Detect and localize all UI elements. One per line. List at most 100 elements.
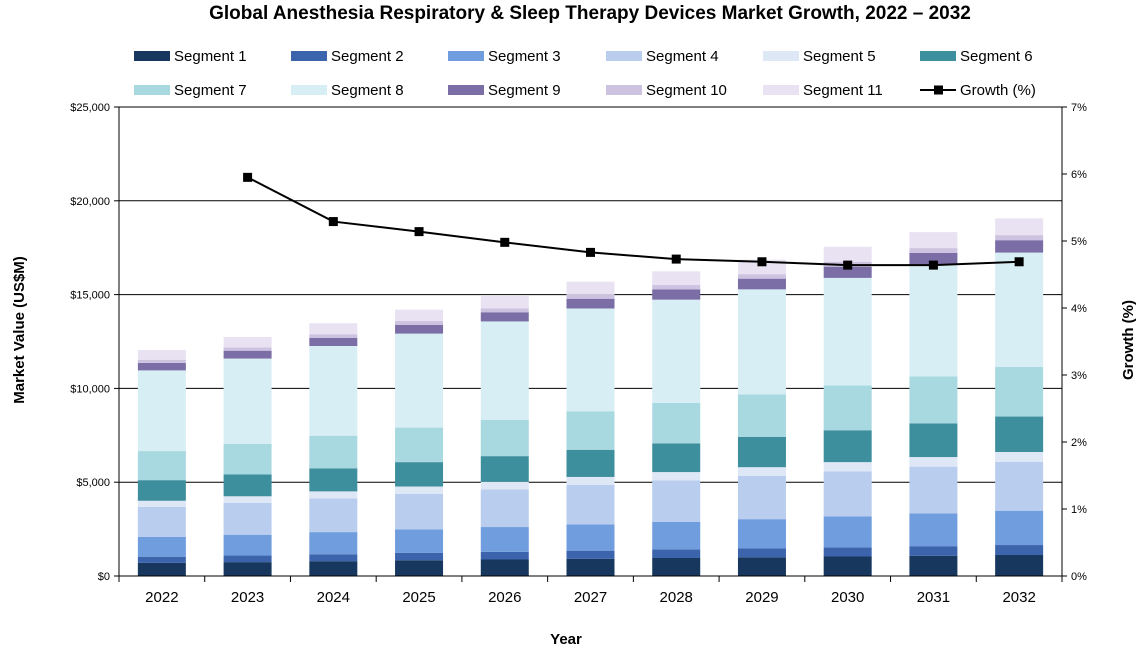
bar-segment xyxy=(995,545,1044,555)
legend-swatch xyxy=(134,51,170,61)
bar-segment xyxy=(737,519,786,549)
y2-tick-label: 1% xyxy=(1071,504,1087,516)
chart-title: Global Anesthesia Respiratory & Sleep Th… xyxy=(209,3,971,24)
bar-segment xyxy=(395,486,444,494)
bar-segment xyxy=(480,312,529,322)
bar-segment xyxy=(309,554,358,562)
bar-segment xyxy=(395,462,444,487)
legend-label: Segment 2 xyxy=(331,48,404,65)
bar-segment xyxy=(137,536,186,557)
legend-label: Segment 7 xyxy=(174,82,247,99)
x-tick-label: 2026 xyxy=(488,589,521,606)
growth-marker xyxy=(414,227,424,237)
bar-segment xyxy=(137,556,186,563)
bar-segment xyxy=(309,498,358,533)
growth-marker xyxy=(586,247,595,257)
x-tick-label: 2028 xyxy=(660,589,693,606)
bar-segment xyxy=(652,299,701,403)
bar-segment xyxy=(823,430,872,463)
bar-segment xyxy=(137,359,186,363)
legend-swatch xyxy=(448,51,484,61)
legend-swatch xyxy=(763,85,799,95)
bar-segment xyxy=(223,474,272,497)
bar-segment xyxy=(995,461,1044,511)
growth-marker xyxy=(1014,257,1024,267)
bar-segment xyxy=(566,294,615,299)
growth-marker xyxy=(671,254,681,264)
bar-segment xyxy=(395,529,444,553)
bar-segment xyxy=(823,246,872,262)
y-tick-label: $5,000 xyxy=(76,477,110,489)
growth-line-path xyxy=(247,176,1020,267)
bar-segment xyxy=(309,346,358,436)
bar-segment xyxy=(137,506,186,537)
bar-segment xyxy=(995,416,1044,452)
bar-segment xyxy=(823,277,872,386)
bar-segment xyxy=(566,449,615,477)
bar-segment xyxy=(223,347,272,351)
bar-segment xyxy=(652,289,701,300)
bar-segment xyxy=(566,281,615,295)
bar-segment xyxy=(480,551,529,560)
bar-segment xyxy=(309,468,358,492)
bar-segment xyxy=(566,308,615,412)
chart-legend: Segment 1 Segment 2 Segment 3 Segment 4 Segm… xyxy=(134,48,1036,99)
growth-marker xyxy=(500,237,510,247)
bar-segment xyxy=(737,259,786,275)
bar-segment xyxy=(909,376,958,424)
bar-segment xyxy=(137,362,186,371)
x-tick-label: 2025 xyxy=(402,589,435,606)
bar-segment xyxy=(652,472,701,481)
bar-segment xyxy=(137,370,186,452)
bar-segment xyxy=(737,467,786,477)
x-tick-label: 2024 xyxy=(317,589,350,606)
bar-segment xyxy=(566,550,615,559)
bar-segment xyxy=(823,462,872,472)
bar-segment xyxy=(737,289,786,395)
bar-segment xyxy=(909,466,958,514)
bar-segment xyxy=(652,443,701,473)
legend-swatch xyxy=(134,85,170,95)
legend-label: Segment 5 xyxy=(803,48,876,65)
bar-segment xyxy=(737,274,786,279)
bar-segment xyxy=(737,548,786,558)
y-axis-label: Market Value (US$M) xyxy=(11,256,28,404)
bar-segment xyxy=(909,232,958,249)
bar-segment xyxy=(823,516,872,548)
legend-marker xyxy=(934,85,943,95)
x-tick-label: 2027 xyxy=(574,589,607,606)
bar-segment xyxy=(995,240,1044,253)
y2-tick-label: 7% xyxy=(1071,102,1087,114)
bar-segment xyxy=(652,285,701,290)
bar-segment xyxy=(652,549,701,558)
bar-segment xyxy=(395,560,444,576)
bar-segment xyxy=(223,555,272,563)
bar-segment xyxy=(480,296,529,309)
legend-swatch xyxy=(606,51,642,61)
bar-segment xyxy=(652,480,701,522)
bar-segment xyxy=(737,394,786,437)
growth-line xyxy=(243,172,1024,270)
x-tick-label: 2032 xyxy=(1002,589,1035,606)
bar-segment xyxy=(909,555,958,576)
bar-segment xyxy=(909,252,958,265)
bar-segment xyxy=(223,562,272,576)
legend-label: Segment 8 xyxy=(331,82,404,99)
bar-segment xyxy=(737,557,786,576)
bar-segment xyxy=(566,298,615,309)
bar-segment xyxy=(480,308,529,313)
bar-segment xyxy=(395,309,444,322)
legend-label: Growth (%) xyxy=(960,82,1036,99)
bar-segment xyxy=(995,252,1044,368)
bar-segment xyxy=(566,485,615,525)
bar-segment xyxy=(995,218,1044,236)
legend-label: Segment 11 xyxy=(803,82,883,99)
bar-segment xyxy=(652,402,701,444)
bar-segment xyxy=(395,552,444,561)
bar-segment xyxy=(395,321,444,325)
y2-tick-label: 6% xyxy=(1071,169,1087,181)
growth-marker xyxy=(328,217,338,227)
bar-segment xyxy=(566,411,615,450)
bar-segment xyxy=(223,534,272,556)
bar-segment xyxy=(137,349,186,360)
